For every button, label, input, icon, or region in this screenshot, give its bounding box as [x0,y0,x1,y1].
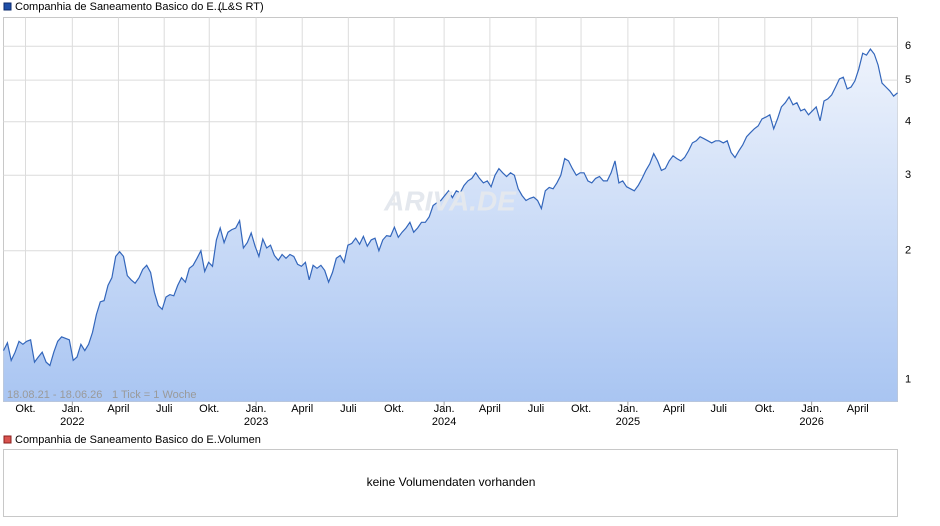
x-tick-label: April [291,403,313,415]
axes: 1 2 3 4 5 6 Okt. Jan. April Juli Okt. Jan. April Juli… [15,40,911,428]
y-tick-label: 3 [905,169,911,181]
volume-label: Volumen [218,434,261,446]
x-tick-label: April [479,403,501,415]
volume-title: Companhia de Saneamento Basico do E... [15,434,223,446]
y-tick-label: 4 [905,116,911,128]
y-tick-label: 1 [905,374,911,386]
volume-message: keine Volumendaten vorhanden [367,475,536,489]
y-tick-label: 2 [905,245,911,257]
x-tick-label: April [663,403,685,415]
x-tick-label: Okt. [15,403,35,415]
price-area [3,49,898,402]
year-label: 2025 [616,416,640,428]
watermark: ARIVA.DE [383,185,517,216]
volume-frame [3,449,898,517]
interval-label: 1 Tick = 1 Woche [112,389,196,401]
x-tick-label: Okt. [755,403,775,415]
x-tick-label: Juli [710,403,727,415]
plot [2,47,898,402]
x-tick-label: Jan. [434,403,455,415]
x-tick-label: Juli [156,403,173,415]
x-tick-label: Okt. [384,403,404,415]
x-tick-label: Okt. [199,403,219,415]
x-tick-label: April [847,403,869,415]
x-tick-label: Juli [528,403,545,415]
volume-swatch [3,435,12,444]
x-tick-label: Okt. [571,403,591,415]
legend-swatch [3,2,12,11]
x-tick-label: April [107,403,129,415]
x-tick-label: Juli [340,403,357,415]
year-label: 2026 [799,416,823,428]
year-label: 2022 [60,416,84,428]
range-label: 18.08.21 - 18.06.26 [7,389,102,401]
y-tick-label: 5 [905,74,911,86]
year-label: 2023 [244,416,268,428]
x-tick-label: Jan. [617,403,638,415]
x-tick-label: Jan. [801,403,822,415]
x-tick-label: Jan. [62,403,83,415]
year-label: 2024 [432,416,456,428]
x-tick-label: Jan. [246,403,267,415]
chart-title: Companhia de Saneamento Basico do E... [15,1,223,13]
source-label: (L&S RT) [218,1,264,13]
price-line [2,47,898,367]
y-tick-label: 6 [905,40,911,52]
